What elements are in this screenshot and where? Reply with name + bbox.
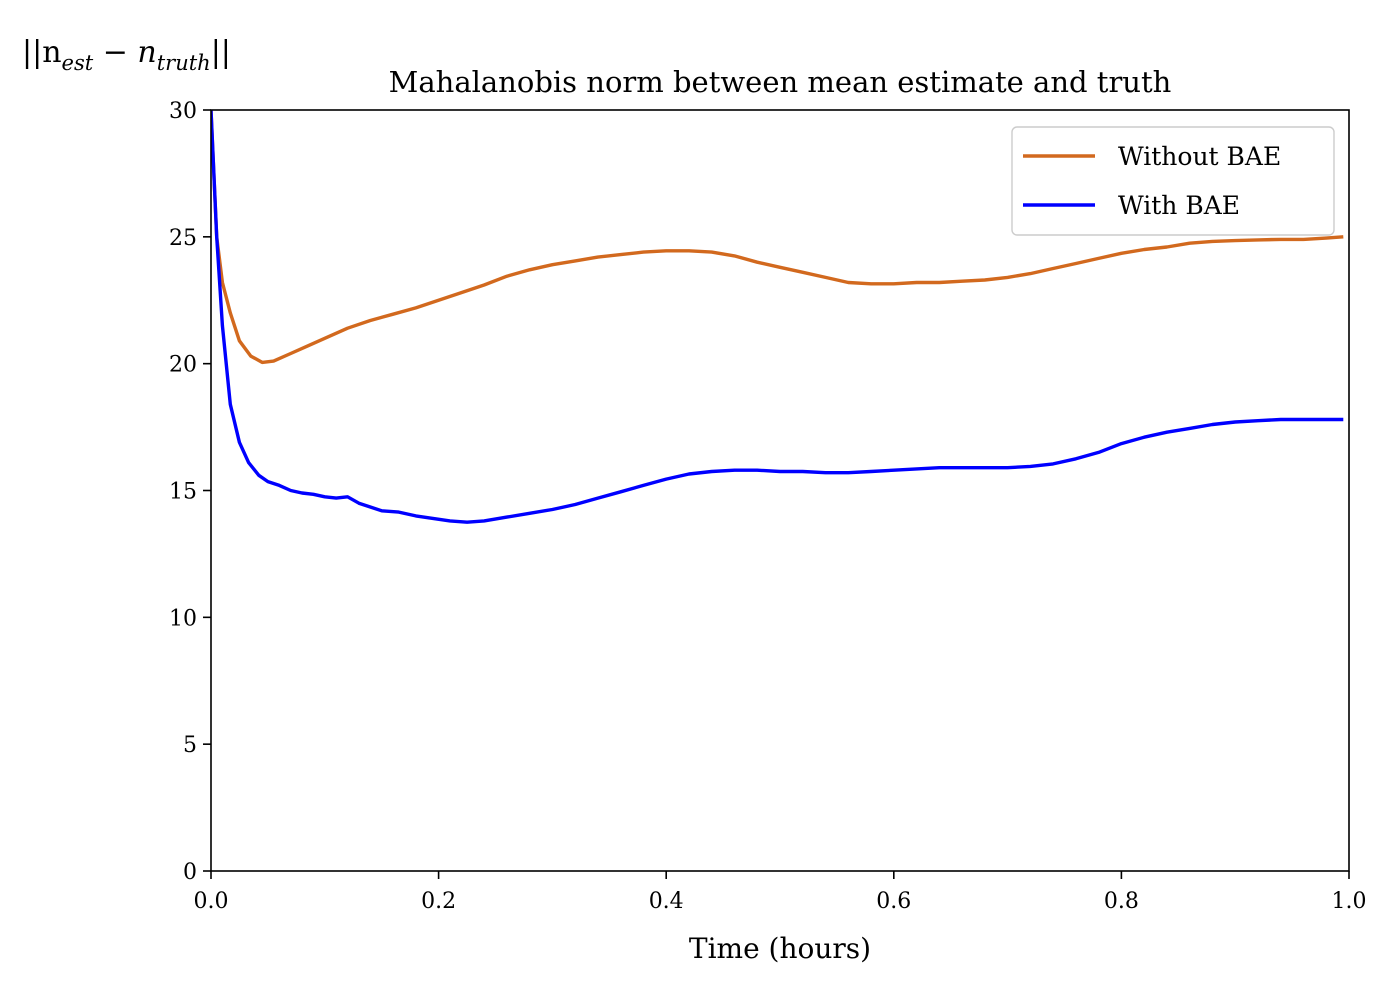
x-tick-label: 0.2 [421,889,456,914]
y-tick-label: 10 [169,606,197,631]
y-axis: 0 5 10 15 20 25 30 [169,99,211,885]
legend-box [1011,126,1335,236]
y-tick-label: 15 [169,480,197,505]
series-layer [211,110,1344,524]
y-tick-label: 25 [169,226,197,251]
x-tick-label: 0.0 [194,889,229,914]
chart-title: Mahalanobis norm between mean estimate a… [389,65,1172,99]
legend-label-with-bae: With BAE [1118,191,1240,220]
y-tick-label: 0 [183,860,197,885]
x-axis-label: Time (hours) [689,932,871,965]
y-tick-label: 30 [169,99,197,124]
x-axis: 0.0 0.2 0.4 0.6 0.8 1.0 [194,871,1367,914]
x-tick-label: 0.6 [876,889,911,914]
legend-label-without-bae: Without BAE [1118,142,1281,171]
legend: Without BAE With BAE [1011,126,1335,236]
series-line-without-bae [211,110,1344,365]
x-tick-label: 1.0 [1332,889,1367,914]
x-tick-label: 0.8 [1104,889,1139,914]
y-tick-label: 20 [169,353,197,378]
y-tick-label: 5 [183,733,197,758]
x-tick-label: 0.4 [649,889,684,914]
y-axis-label: ||nest − ntruth|| [22,35,231,75]
series-line-with-bae [211,110,1344,524]
